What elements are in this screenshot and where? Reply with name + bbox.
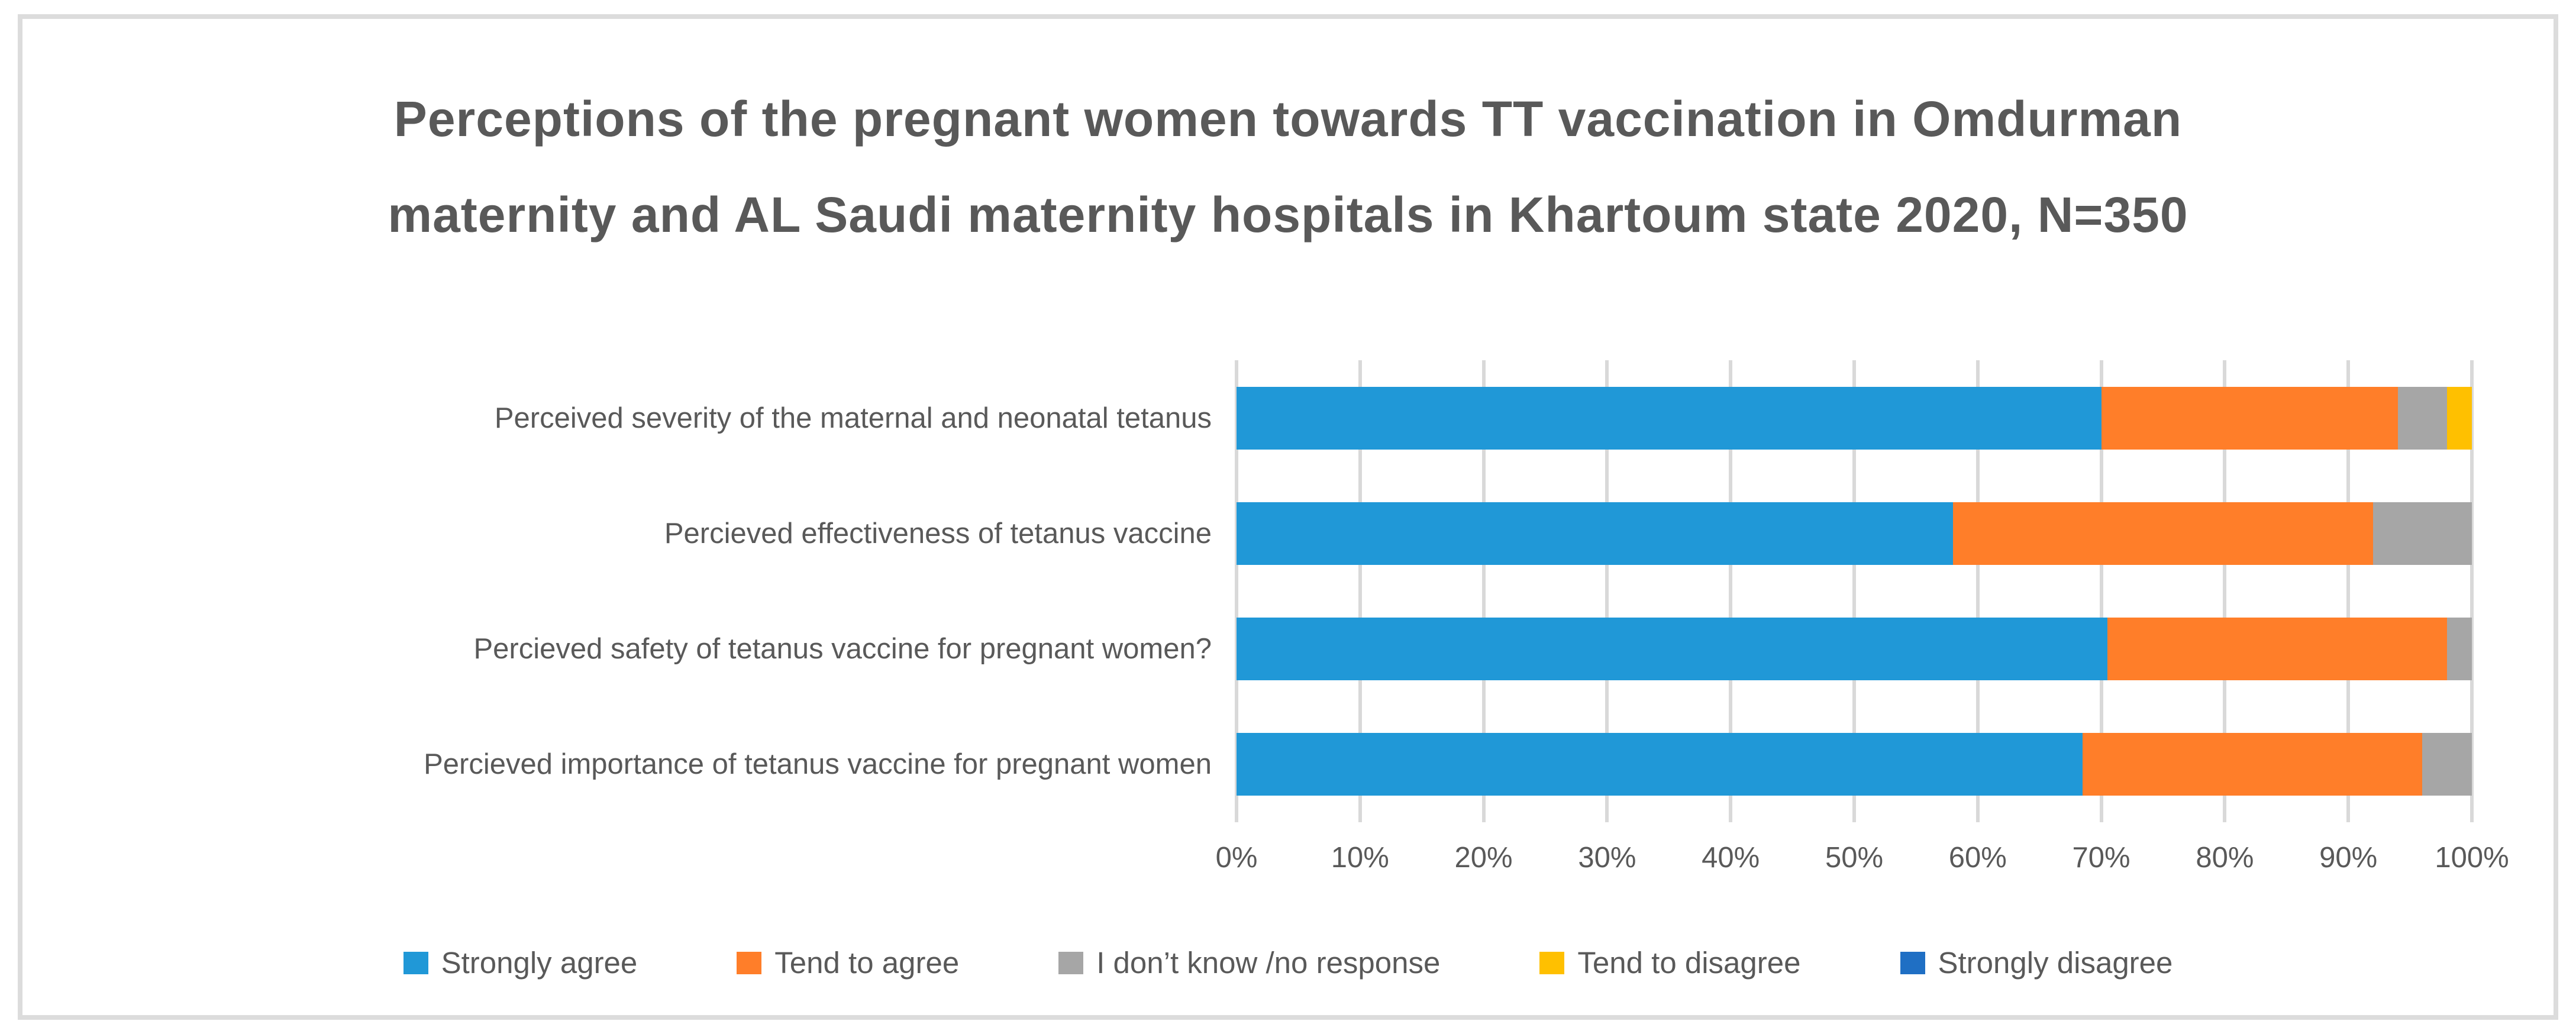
gridline-90% [2346,360,2351,822]
legend: Strongly agree Tend to agree I don’t know … [22,945,2554,980]
chart-frame: Perceptions of the pregnant women toward… [18,14,2558,1020]
bar-row [1237,360,2472,476]
bar-rows [1237,360,2472,822]
gridline-100% [2470,360,2474,822]
bar-row [1237,592,2472,707]
x-tick-label: 10% [1331,842,1389,874]
bar-segment [2422,733,2472,796]
category-label-cell: Percieved safety of tetanus vaccine for … [62,592,1212,707]
bar-segment [1237,386,2102,450]
bar-segment [1237,502,1954,565]
legend-label: I don’t know /no response [1096,946,1441,980]
bar-segment [1237,618,2108,681]
legend-item: I don’t know /no response [1058,945,1440,980]
bar-segment [2083,733,2423,796]
plot-area [1235,360,2474,822]
gridline-80% [2223,360,2227,822]
x-tick-label: 70% [2072,842,2130,874]
category-label: Percieved effectiveness of tetanus vacci… [664,517,1212,550]
x-tick-label: 50% [1825,842,1884,874]
bar-segment [2107,618,2448,681]
gridline-60% [1975,360,1980,822]
legend-label: Strongly agree [441,946,638,980]
bar-track [1237,386,2472,450]
legend-item: Strongly agree [403,945,638,980]
legend-swatch [403,951,428,974]
category-label: Percieved safety of tetanus vaccine for … [473,633,1212,665]
bar-segment [2101,386,2398,450]
category-label-cell: Percieved effectiveness of tetanus vacci… [62,476,1212,591]
bar-segment [2447,618,2472,681]
legend-label: Strongly disagree [1938,946,2173,980]
legend-swatch [1900,951,1925,974]
gridline-10% [1358,360,1362,822]
x-axis: 0% 10% 20% 30% 40% 50% 60% 70% 80% 90% 100% [1216,841,2509,888]
legend-swatch [1058,951,1084,974]
category-label-cell: Perceived severity of the maternal and n… [62,360,1212,476]
x-tick-label: 0% [1215,842,1258,874]
bar-segment [2372,502,2472,565]
legend-item: Tend to agree [737,945,959,980]
category-label: Perceived severity of the maternal and n… [494,402,1212,434]
x-tick-label: 30% [1578,842,1636,874]
bar-row [1237,476,2472,591]
x-tick-label: 100% [2435,842,2509,874]
category-label-cell: Percieved importance of tetanus vaccine … [62,707,1212,822]
chart-title: Perceptions of the pregnant women toward… [388,91,2188,243]
legend-swatch [1539,951,1565,974]
legend-item: Strongly disagree [1900,945,2173,980]
bar-segment [2397,386,2448,450]
category-label: Percieved importance of tetanus vaccine … [424,748,1212,781]
x-tick-label: 80% [2196,842,2254,874]
gridlines-layer [1235,360,2474,822]
bar-row [1237,707,2472,822]
gridline-70% [2099,360,2103,822]
gridline-20% [1481,360,1486,822]
x-tick-label: 40% [1702,842,1760,874]
x-tick-label: 60% [1948,842,2007,874]
x-tick-label: 90% [2319,842,2378,874]
gridline-50% [1852,360,1856,822]
gridline-40% [1729,360,1733,822]
category-labels: Perceived severity of the maternal and n… [62,360,1212,822]
legend-swatch [737,951,762,974]
bar-segment [1953,502,2373,565]
bar-track [1237,733,2472,796]
bar-track [1237,618,2472,681]
bar-segment [2447,386,2472,450]
bar-track [1237,502,2472,565]
legend-item: Tend to disagree [1539,945,1801,980]
legend-label: Tend to agree [774,946,960,980]
legend-label: Tend to disagree [1577,946,1801,980]
x-tick-label: 20% [1454,842,1513,874]
gridline-0% [1235,360,1238,822]
bar-segment [1237,733,2083,796]
gridline-30% [1605,360,1609,822]
